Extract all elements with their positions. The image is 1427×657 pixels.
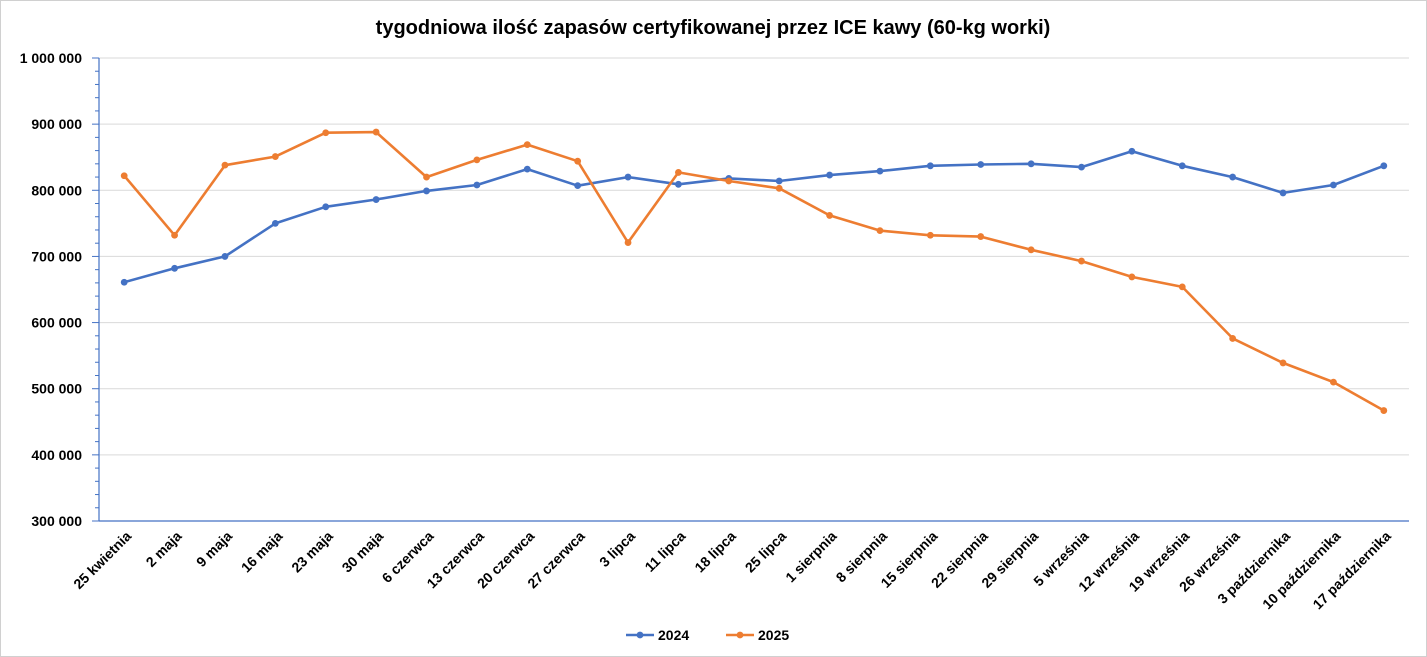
data-point-2025 [221,161,229,169]
data-point-2024 [1078,163,1085,171]
y-tick-label: 1 000 000 [20,50,82,66]
x-tick-label: 16 maja [238,528,286,576]
data-point-2024 [977,161,985,168]
y-tick-label: 700 000 [31,248,82,264]
data-point-2024 [271,219,279,227]
x-tick-label: 9 maja [193,528,235,570]
data-point-2025 [120,172,128,180]
data-point-2025 [523,141,531,149]
data-point-2025 [1380,407,1388,414]
x-tick-label: 3 lipca [596,528,638,570]
x-tick-label: 30 maja [339,528,387,576]
x-tick-label: 18 lipca [691,528,739,576]
legend-item-2024: 2024 [626,627,689,643]
data-point-2025 [876,227,884,235]
data-point-2025 [423,173,430,181]
x-tick-label: 1 sierpnia [782,528,840,586]
data-point-2025 [675,169,682,176]
data-point-2025 [977,233,985,240]
data-point-2025 [322,129,330,137]
x-tick-label: 25 lipca [742,528,790,576]
data-point-2024 [826,171,833,179]
legend: 2024 2025 [626,627,789,643]
data-point-2024 [1380,162,1388,170]
series [120,128,1388,414]
data-point-2024 [926,162,934,170]
x-tick-labels: 25 kwietnia 2 maja 9 maja 16 maja 23 maja 30 … [70,528,1394,613]
data-point-2024 [624,173,632,181]
axes [92,57,1409,522]
data-point-2025 [372,128,380,136]
data-point-2025 [574,157,582,165]
data-point-2025 [725,177,733,185]
data-point-2025 [171,231,178,239]
data-point-2025 [1279,359,1287,367]
data-point-2025 [1178,283,1186,291]
data-point-2024 [221,253,229,260]
legend-label: 2025 [758,627,789,643]
legend-swatch-marker [736,631,744,639]
y-tick-label: 400 000 [31,447,82,463]
data-point-2024 [1178,162,1186,170]
y-tick-label: 600 000 [31,315,82,331]
data-point-2025 [775,184,783,192]
data-point-2024 [1128,147,1136,155]
y-tick-label: 800 000 [31,182,82,198]
data-point-2024 [171,264,178,272]
data-point-2024 [423,187,430,195]
series-line-2025 [122,130,1386,412]
data-point-2024 [574,182,582,190]
data-point-2025 [1078,257,1085,265]
data-point-2025 [1128,273,1136,281]
series-2024 [120,147,1388,286]
y-tick-labels: 300 000 400 000 500 000 600 000 700 000 800 0… [20,50,83,529]
data-point-2024 [120,278,128,286]
y-tick-label: 300 000 [31,513,82,529]
data-point-2025 [926,231,934,239]
data-point-2025 [1330,378,1337,386]
data-point-2024 [1229,173,1237,181]
data-point-2024 [675,180,682,188]
data-point-2025 [624,239,632,246]
data-point-2024 [473,181,481,189]
data-point-2025 [271,153,279,160]
data-point-2024 [372,196,380,203]
data-point-2025 [1229,335,1237,342]
data-point-2024 [876,167,884,175]
legend-item-2025: 2025 [726,627,789,643]
series-2025 [120,128,1388,414]
legend-swatch-marker [636,631,644,639]
y-tick-label: 500 000 [31,381,82,397]
data-point-2025 [1027,246,1035,254]
data-point-2024 [523,165,531,173]
data-point-2025 [826,212,833,219]
x-tick-label: 23 maja [288,528,336,576]
y-tick-label: 900 000 [31,116,82,132]
data-point-2024 [322,203,330,211]
x-tick-label: 11 lipca [641,528,688,575]
series-line-2024 [122,150,1386,284]
chart-title: tygodniowa ilość zapasów certyfikowanej … [376,17,1051,39]
data-point-2024 [775,177,783,185]
data-point-2024 [1330,181,1337,189]
data-point-2024 [1027,160,1035,168]
legend-label: 2024 [658,627,689,643]
gridlines [99,57,1409,456]
x-tick-label: 25 kwietnia [70,528,134,592]
x-tick-label: 2 maja [143,528,185,570]
data-point-2024 [1279,189,1287,197]
data-point-2025 [473,156,481,164]
